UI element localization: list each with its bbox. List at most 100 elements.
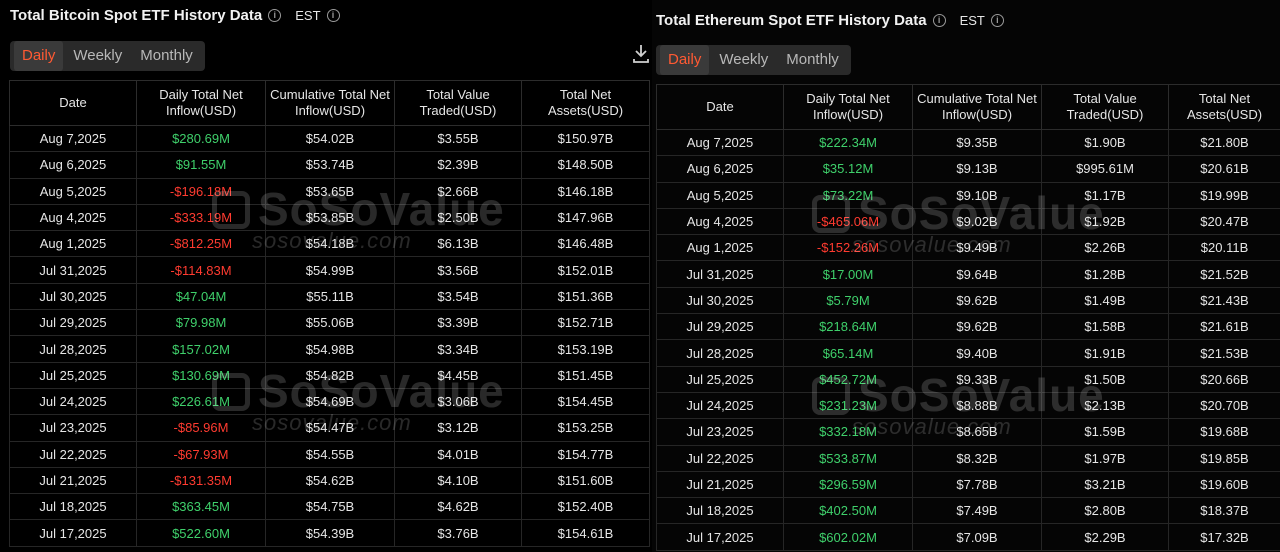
cell-value-traded: $3.55B bbox=[394, 125, 522, 153]
col-daily-inflow[interactable]: Daily Total Net Inflow(USD) bbox=[136, 80, 266, 126]
table-row[interactable]: Jul 24,2025 $226.61M $54.69B $3.06B $154.45B bbox=[9, 388, 650, 416]
table-row[interactable]: Jul 18,2025 $363.45M $54.75B $4.62B $152.40B bbox=[9, 493, 650, 521]
tab-weekly[interactable]: Weekly bbox=[73, 47, 123, 64]
table-row[interactable]: Jul 28,2025 $157.02M $54.98B $3.34B $153.19B bbox=[9, 335, 650, 363]
table-row[interactable]: Jul 28,2025 $65.14M $9.40B $1.91B $21.53B bbox=[656, 339, 1280, 367]
cell-daily-inflow: $91.55M bbox=[136, 151, 266, 179]
col-net-assets[interactable]: Total Net Assets(USD) bbox=[521, 80, 650, 126]
cell-date: Jul 25,2025 bbox=[9, 362, 137, 389]
table-row[interactable]: Jul 21,2025 $296.59M $7.78B $3.21B $19.60B bbox=[656, 471, 1280, 499]
cell-net-assets: $147.96B bbox=[521, 204, 650, 232]
cell-net-assets: $154.45B bbox=[521, 388, 650, 416]
cell-cumulative-inflow: $54.99B bbox=[265, 256, 395, 284]
table-row[interactable]: Jul 23,2025 -$85.96M $54.47B $3.12B $153.25B bbox=[9, 414, 650, 442]
col-daily-inflow[interactable]: Daily Total Net Inflow(USD) bbox=[783, 84, 913, 130]
cell-value-traded: $2.26B bbox=[1041, 234, 1169, 262]
cell-net-assets: $154.77B bbox=[521, 441, 650, 468]
cell-net-assets: $146.48B bbox=[521, 230, 650, 258]
table-row[interactable]: Aug 4,2025 -$333.19M $53.85B $2.50B $147.96B bbox=[9, 204, 650, 232]
cell-value-traded: $1.17B bbox=[1041, 182, 1169, 209]
cell-date: Jul 23,2025 bbox=[656, 418, 784, 446]
tab-daily[interactable]: Daily bbox=[660, 45, 710, 75]
cell-date: Jul 31,2025 bbox=[9, 256, 137, 284]
table-row[interactable]: Aug 7,2025 $280.69M $54.02B $3.55B $150.97B bbox=[9, 125, 650, 153]
cell-date: Aug 6,2025 bbox=[9, 151, 137, 179]
cell-date: Jul 23,2025 bbox=[9, 414, 137, 442]
cell-daily-inflow: -$196.18M bbox=[136, 178, 266, 205]
cell-daily-inflow: $47.04M bbox=[136, 283, 266, 311]
btc-history-table: Date Daily Total Net Inflow(USD) Cumulat… bbox=[9, 80, 650, 547]
table-row[interactable]: Jul 22,2025 -$67.93M $54.55B $4.01B $154.77B bbox=[9, 441, 650, 468]
cell-net-assets: $150.97B bbox=[521, 125, 650, 153]
table-row[interactable]: Jul 29,2025 $79.98M $55.06B $3.39B $152.71B bbox=[9, 309, 650, 337]
info-icon[interactable]: i bbox=[932, 14, 946, 27]
cell-date: Aug 1,2025 bbox=[656, 234, 784, 262]
table-row[interactable]: Aug 1,2025 -$812.25M $54.18B $6.13B $146.48B bbox=[9, 230, 650, 258]
col-date[interactable]: Date bbox=[656, 84, 784, 130]
download-icon[interactable] bbox=[632, 44, 650, 64]
cell-daily-inflow: $533.87M bbox=[783, 445, 913, 472]
cell-date: Aug 4,2025 bbox=[656, 208, 784, 236]
table-row[interactable]: Aug 6,2025 $91.55M $53.74B $2.39B $148.50B bbox=[9, 151, 650, 179]
cell-value-traded: $1.59B bbox=[1041, 418, 1169, 446]
col-value-traded[interactable]: Total Value Traded(USD) bbox=[394, 80, 522, 126]
table-row[interactable]: Jul 30,2025 $47.04M $55.11B $3.54B $151.36B bbox=[9, 283, 650, 311]
cell-net-assets: $21.52B bbox=[1168, 260, 1280, 288]
tab-monthly[interactable]: Monthly bbox=[786, 51, 839, 68]
cell-date: Jul 29,2025 bbox=[656, 313, 784, 341]
info-icon[interactable]: i bbox=[268, 9, 282, 22]
cell-cumulative-inflow: $8.65B bbox=[912, 418, 1042, 446]
table-row[interactable]: Aug 7,2025 $222.34M $9.35B $1.90B $21.80B bbox=[656, 129, 1280, 157]
cell-net-assets: $146.18B bbox=[521, 178, 650, 205]
table-row[interactable]: Jul 17,2025 $602.02M $7.09B $2.29B $17.32B bbox=[656, 523, 1280, 551]
cell-value-traded: $2.13B bbox=[1041, 392, 1169, 420]
info-icon[interactable]: i bbox=[326, 9, 340, 22]
cell-cumulative-inflow: $9.40B bbox=[912, 339, 1042, 367]
cell-net-assets: $148.50B bbox=[521, 151, 650, 179]
cell-value-traded: $4.01B bbox=[394, 441, 522, 468]
col-cumulative-inflow[interactable]: Cumulative Total Net Inflow(USD) bbox=[912, 84, 1042, 130]
eth-period-tabs: Daily Weekly Monthly bbox=[656, 45, 851, 75]
table-row[interactable]: Jul 29,2025 $218.64M $9.62B $1.58B $21.61B bbox=[656, 313, 1280, 341]
col-net-assets[interactable]: Total Net Assets(USD) bbox=[1168, 84, 1280, 130]
table-row[interactable]: Aug 4,2025 -$465.06M $9.02B $1.92B $20.47B bbox=[656, 208, 1280, 236]
cell-value-traded: $2.50B bbox=[394, 204, 522, 232]
table-row[interactable]: Jul 21,2025 -$131.35M $54.62B $4.10B $151.60… bbox=[9, 467, 650, 495]
tab-monthly[interactable]: Monthly bbox=[140, 47, 193, 64]
cell-cumulative-inflow: $9.62B bbox=[912, 287, 1042, 315]
table-row[interactable]: Jul 18,2025 $402.50M $7.49B $2.80B $18.37B bbox=[656, 497, 1280, 525]
cell-value-traded: $1.28B bbox=[1041, 260, 1169, 288]
table-row[interactable]: Jul 23,2025 $332.18M $8.65B $1.59B $19.68B bbox=[656, 418, 1280, 446]
table-row[interactable]: Jul 24,2025 $231.23M $8.88B $2.13B $20.70B bbox=[656, 392, 1280, 420]
info-icon[interactable]: i bbox=[990, 14, 1004, 27]
tab-daily[interactable]: Daily bbox=[14, 41, 64, 71]
col-value-traded[interactable]: Total Value Traded(USD) bbox=[1041, 84, 1169, 130]
table-row[interactable]: Jul 25,2025 $130.69M $54.82B $4.45B $151.45B bbox=[9, 362, 650, 389]
table-row[interactable]: Jul 31,2025 -$114.83M $54.99B $3.56B $152.01… bbox=[9, 256, 650, 284]
col-cumulative-inflow[interactable]: Cumulative Total Net Inflow(USD) bbox=[265, 80, 395, 126]
btc-title-row: Total Bitcoin Spot ETF History Data i ES… bbox=[10, 7, 340, 24]
table-row[interactable]: Aug 6,2025 $35.12M $9.13B $995.61M $20.61B bbox=[656, 155, 1280, 183]
tab-weekly[interactable]: Weekly bbox=[719, 51, 769, 68]
cell-net-assets: $151.45B bbox=[521, 362, 650, 389]
col-date[interactable]: Date bbox=[9, 80, 137, 126]
cell-value-traded: $2.29B bbox=[1041, 523, 1169, 551]
cell-cumulative-inflow: $54.98B bbox=[265, 335, 395, 363]
cell-cumulative-inflow: $53.65B bbox=[265, 178, 395, 205]
cell-net-assets: $20.11B bbox=[1168, 234, 1280, 262]
cell-daily-inflow: -$131.35M bbox=[136, 467, 266, 495]
table-row[interactable]: Aug 5,2025 -$196.18M $53.65B $2.66B $146.18B bbox=[9, 178, 650, 205]
btc-panel: Total Bitcoin Spot ETF History Data i ES… bbox=[9, 7, 650, 547]
table-row[interactable]: Aug 1,2025 -$152.26M $9.49B $2.26B $20.11B bbox=[656, 234, 1280, 262]
table-row[interactable]: Jul 30,2025 $5.79M $9.62B $1.49B $21.43B bbox=[656, 287, 1280, 315]
table-row[interactable]: Jul 31,2025 $17.00M $9.64B $1.28B $21.52B bbox=[656, 260, 1280, 288]
cell-value-traded: $1.91B bbox=[1041, 339, 1169, 367]
cell-date: Aug 1,2025 bbox=[9, 230, 137, 258]
cell-value-traded: $995.61M bbox=[1041, 155, 1169, 183]
cell-value-traded: $1.90B bbox=[1041, 129, 1169, 157]
table-row[interactable]: Jul 17,2025 $522.60M $54.39B $3.76B $154.61B bbox=[9, 519, 650, 547]
table-row[interactable]: Jul 22,2025 $533.87M $8.32B $1.97B $19.85B bbox=[656, 445, 1280, 472]
cell-cumulative-inflow: $8.88B bbox=[912, 392, 1042, 420]
table-row[interactable]: Aug 5,2025 $73.22M $9.10B $1.17B $19.99B bbox=[656, 182, 1280, 209]
table-row[interactable]: Jul 25,2025 $452.72M $9.33B $1.50B $20.66B bbox=[656, 366, 1280, 393]
